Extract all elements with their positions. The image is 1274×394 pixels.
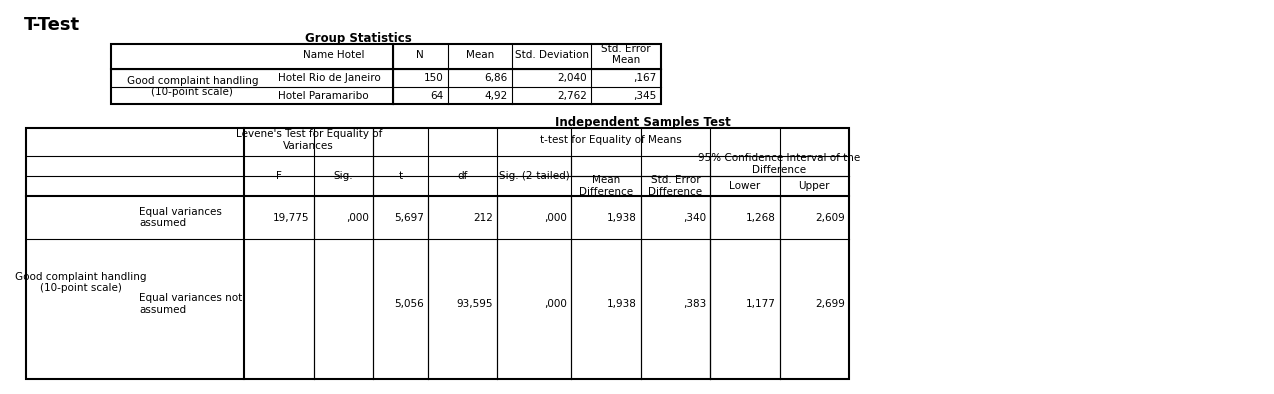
Text: Hotel Rio de Janeiro: Hotel Rio de Janeiro — [278, 73, 381, 83]
Text: 95% Confidence Interval of the
Difference: 95% Confidence Interval of the Differenc… — [698, 153, 861, 175]
Text: Sig.: Sig. — [334, 171, 353, 181]
Text: Independent Samples Test: Independent Samples Test — [555, 116, 730, 129]
Text: 64: 64 — [431, 91, 443, 100]
Text: ,167: ,167 — [633, 73, 656, 83]
Text: ,383: ,383 — [683, 299, 706, 309]
Text: Mean: Mean — [465, 50, 494, 59]
Text: N: N — [417, 50, 424, 59]
Text: 2,040: 2,040 — [558, 73, 587, 83]
Text: Equal variances
assumed: Equal variances assumed — [139, 207, 222, 228]
Text: Hotel Paramaribo: Hotel Paramaribo — [278, 91, 368, 100]
Text: 93,595: 93,595 — [456, 299, 493, 309]
Text: ,000: ,000 — [544, 299, 567, 309]
Text: Upper: Upper — [799, 181, 829, 191]
Text: ,000: ,000 — [544, 212, 567, 223]
Text: 212: 212 — [473, 212, 493, 223]
Text: 150: 150 — [424, 73, 443, 83]
Text: Levene's Test for Equality of
Variances: Levene's Test for Equality of Variances — [236, 129, 382, 151]
Text: 5,056: 5,056 — [394, 299, 424, 309]
Text: 1,938: 1,938 — [606, 299, 637, 309]
Text: 1,268: 1,268 — [745, 212, 776, 223]
Text: 1,177: 1,177 — [745, 299, 776, 309]
Text: Sig. (2-tailed): Sig. (2-tailed) — [499, 171, 569, 181]
Text: Name Hotel: Name Hotel — [303, 50, 364, 59]
Text: 19,775: 19,775 — [274, 212, 310, 223]
Text: T-Test: T-Test — [23, 16, 79, 34]
Text: 5,697: 5,697 — [394, 212, 424, 223]
Text: Lower: Lower — [729, 181, 761, 191]
Text: ,000: ,000 — [347, 212, 369, 223]
Text: F: F — [276, 171, 282, 181]
Text: Mean
Difference: Mean Difference — [578, 175, 633, 197]
Text: Std. Error
Mean: Std. Error Mean — [601, 44, 651, 65]
Text: Std. Error
Difference: Std. Error Difference — [648, 175, 702, 197]
Text: t-test for Equality of Means: t-test for Equality of Means — [540, 135, 682, 145]
Text: 2,762: 2,762 — [558, 91, 587, 100]
Text: ,340: ,340 — [683, 212, 706, 223]
Text: 2,699: 2,699 — [815, 299, 845, 309]
Text: ,345: ,345 — [633, 91, 656, 100]
Text: 6,86: 6,86 — [484, 73, 508, 83]
Text: t: t — [399, 171, 403, 181]
Text: 2,609: 2,609 — [815, 212, 845, 223]
Text: 4,92: 4,92 — [484, 91, 508, 100]
Text: Std. Deviation: Std. Deviation — [515, 50, 589, 59]
Text: 1,938: 1,938 — [606, 212, 637, 223]
Text: Good complaint handling
(10-point scale): Good complaint handling (10-point scale) — [15, 272, 147, 293]
Text: Group Statistics: Group Statistics — [304, 32, 412, 45]
Text: Equal variances not
assumed: Equal variances not assumed — [139, 293, 242, 315]
Text: Good complaint handling
(10-point scale): Good complaint handling (10-point scale) — [126, 76, 259, 97]
Text: df: df — [457, 171, 468, 181]
